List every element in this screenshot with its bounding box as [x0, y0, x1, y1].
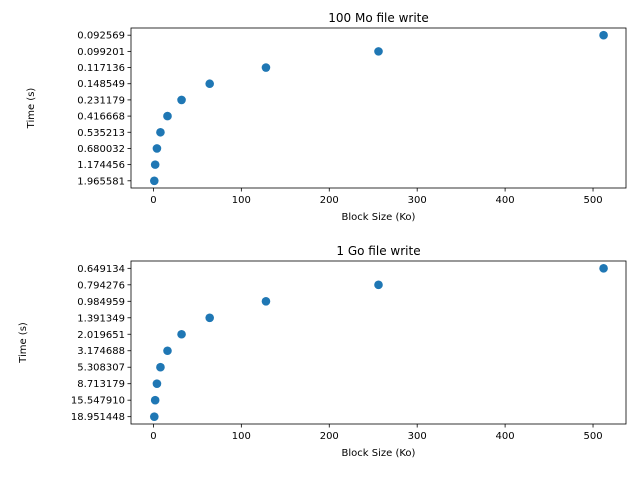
x-tick-label: 300: [408, 195, 427, 206]
x-tick-label: 200: [320, 195, 339, 206]
x-axis-label: Block Size (Ko): [342, 212, 416, 223]
x-tick-label: 500: [583, 431, 602, 442]
data-point: [374, 280, 383, 290]
y-tick-label: 1.965581: [77, 176, 125, 187]
y-tick-label: 18.951448: [71, 412, 125, 423]
data-point: [205, 313, 214, 323]
data-point: [150, 395, 160, 405]
chart-title: 1 Go file write: [336, 244, 420, 258]
x-tick-label: 100: [232, 195, 251, 206]
y-tick-label: 2.019651: [77, 330, 125, 341]
y-tick-label: 0.231179: [77, 95, 125, 106]
data-point: [205, 79, 214, 89]
data-point: [177, 95, 186, 105]
y-tick-label: 0.535213: [77, 128, 125, 139]
data-point: [163, 111, 172, 121]
x-tick-label: 100: [232, 431, 251, 442]
x-tick-label: 400: [496, 431, 515, 442]
x-axis-label: Block Size (Ko): [342, 448, 416, 459]
data-point: [163, 346, 172, 356]
y-tick-label: 0.416668: [77, 112, 125, 123]
plot-frame: [130, 260, 627, 425]
data-point: [152, 379, 162, 389]
top-chart-panel: 100 Mo file write 0 100 200 300 400 500 1.96558…: [26, 11, 627, 223]
data-point: [149, 412, 159, 421]
x-tick-label: 300: [408, 431, 427, 442]
data-point: [156, 127, 165, 137]
y-tick-label: 1.174456: [77, 160, 125, 171]
x-tick-label: 400: [496, 195, 515, 206]
y-tick-label: 0.794276: [77, 280, 125, 291]
y-tick-label: 0.984959: [77, 297, 125, 308]
y-axis-label: Time (s): [26, 88, 37, 130]
x-tick-label: 500: [583, 195, 602, 206]
bottom-chart-panel: 1 Go file write 0 100 200 300 400 500 18.951448…: [18, 244, 627, 459]
data-point: [261, 63, 271, 72]
x-tick-label: 0: [150, 431, 156, 442]
y-tick-label: 3.174688: [77, 346, 125, 357]
y-tick-label: 0.099201: [77, 47, 125, 58]
chart-title: 100 Mo file write: [328, 11, 429, 25]
y-tick-label: 0.117136: [77, 63, 125, 74]
y-tick-label: 15.547910: [71, 396, 125, 407]
plot-frame: [130, 27, 627, 189]
x-tick-label: 0: [150, 195, 156, 206]
y-tick-label: 1.391349: [77, 313, 125, 324]
y-tick-label: 0.680032: [77, 144, 125, 155]
data-point: [156, 362, 165, 372]
x-tick-label: 200: [320, 431, 339, 442]
y-axis-label: Time (s): [18, 322, 29, 364]
data-point: [152, 144, 162, 153]
y-tick-label: 8.713179: [77, 379, 125, 390]
y-tick-label: 0.148549: [77, 79, 125, 90]
data-point: [149, 176, 159, 186]
data-point: [599, 30, 608, 40]
data-point: [150, 160, 160, 169]
data-point: [261, 296, 271, 306]
y-tick-label: 0.649134: [77, 264, 125, 275]
y-tick-label: 5.308307: [77, 363, 125, 374]
data-point: [599, 264, 608, 273]
data-point: [374, 47, 383, 56]
y-tick-label: 0.092569: [77, 31, 125, 42]
data-point: [177, 329, 186, 339]
